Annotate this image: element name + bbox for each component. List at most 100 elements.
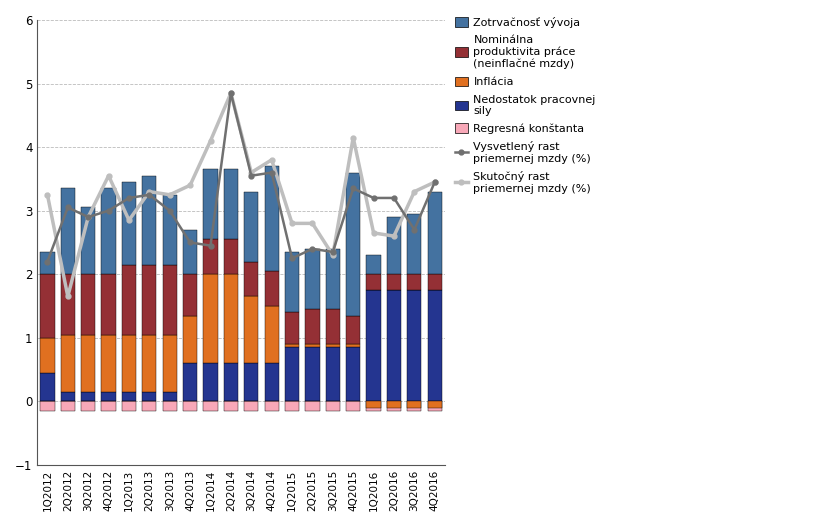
Bar — [366, 255, 381, 274]
Bar — [285, 344, 300, 347]
Bar — [244, 401, 258, 411]
Bar — [61, 188, 75, 274]
Bar — [428, 401, 442, 411]
Bar — [163, 335, 177, 392]
Bar — [183, 230, 198, 274]
Bar — [346, 347, 360, 401]
Bar — [183, 274, 198, 316]
Bar — [224, 239, 238, 274]
Bar — [326, 309, 340, 344]
Bar — [346, 316, 360, 344]
Bar — [387, 274, 401, 290]
Bar — [142, 265, 156, 335]
Bar — [326, 401, 340, 411]
Bar — [346, 401, 360, 411]
Bar — [142, 401, 156, 411]
Bar — [81, 207, 95, 274]
Bar — [285, 347, 300, 401]
Bar — [183, 401, 198, 411]
Bar — [101, 274, 116, 335]
Bar — [366, 290, 381, 401]
Bar — [346, 344, 360, 347]
Bar — [346, 173, 360, 316]
Bar — [366, 401, 381, 408]
Bar — [407, 274, 421, 290]
Bar — [163, 265, 177, 335]
Bar — [244, 261, 258, 297]
Bar — [285, 312, 300, 344]
Bar — [407, 401, 421, 411]
Bar — [203, 169, 217, 239]
Bar — [387, 401, 401, 408]
Bar — [305, 249, 319, 309]
Bar — [163, 392, 177, 401]
Bar — [183, 316, 198, 363]
Bar — [203, 239, 217, 274]
Bar — [407, 214, 421, 274]
Bar — [366, 401, 381, 411]
Bar — [224, 274, 238, 363]
Bar — [122, 182, 136, 265]
Bar — [122, 392, 136, 401]
Bar — [387, 217, 401, 274]
Bar — [428, 274, 442, 290]
Bar — [366, 274, 381, 290]
Bar — [326, 347, 340, 401]
Bar — [428, 191, 442, 274]
Bar — [81, 335, 95, 392]
Bar — [224, 401, 238, 411]
Bar — [244, 191, 258, 261]
Bar — [122, 335, 136, 392]
Bar — [61, 335, 75, 392]
Bar — [387, 401, 401, 411]
Bar — [61, 392, 75, 401]
Bar — [305, 347, 319, 401]
Bar — [122, 265, 136, 335]
Bar — [407, 401, 421, 408]
Bar — [244, 297, 258, 363]
Bar — [264, 363, 279, 401]
Bar — [163, 195, 177, 265]
Bar — [428, 290, 442, 401]
Bar — [81, 401, 95, 411]
Bar — [264, 401, 279, 411]
Bar — [122, 401, 136, 411]
Bar — [40, 373, 54, 401]
Bar — [407, 290, 421, 401]
Bar — [142, 392, 156, 401]
Bar — [81, 274, 95, 335]
Bar — [285, 401, 300, 411]
Bar — [224, 169, 238, 239]
Bar — [285, 252, 300, 312]
Bar — [428, 401, 442, 408]
Bar — [326, 344, 340, 347]
Bar — [264, 166, 279, 271]
Bar — [40, 274, 54, 338]
Bar — [183, 363, 198, 401]
Bar — [387, 290, 401, 401]
Bar — [61, 274, 75, 335]
Bar — [224, 363, 238, 401]
Legend: Zotrvačnosť vývoja, Nominálna
produktivita práce
(neinflačné mzdy), Inflácia, Ne: Zotrvačnosť vývoja, Nominálna produktivi… — [454, 17, 596, 194]
Bar — [305, 401, 319, 411]
Bar — [264, 271, 279, 306]
Bar — [142, 176, 156, 265]
Bar — [326, 249, 340, 309]
Bar — [40, 401, 54, 411]
Bar — [61, 401, 75, 411]
Bar — [101, 392, 116, 401]
Bar — [203, 401, 217, 411]
Bar — [203, 274, 217, 363]
Bar — [40, 252, 54, 274]
Bar — [81, 392, 95, 401]
Bar — [40, 338, 54, 373]
Bar — [203, 363, 217, 401]
Bar — [101, 401, 116, 411]
Bar — [101, 335, 116, 392]
Bar — [142, 335, 156, 392]
Bar — [305, 344, 319, 347]
Bar — [101, 188, 116, 274]
Bar — [305, 309, 319, 344]
Bar — [244, 363, 258, 401]
Bar — [264, 306, 279, 363]
